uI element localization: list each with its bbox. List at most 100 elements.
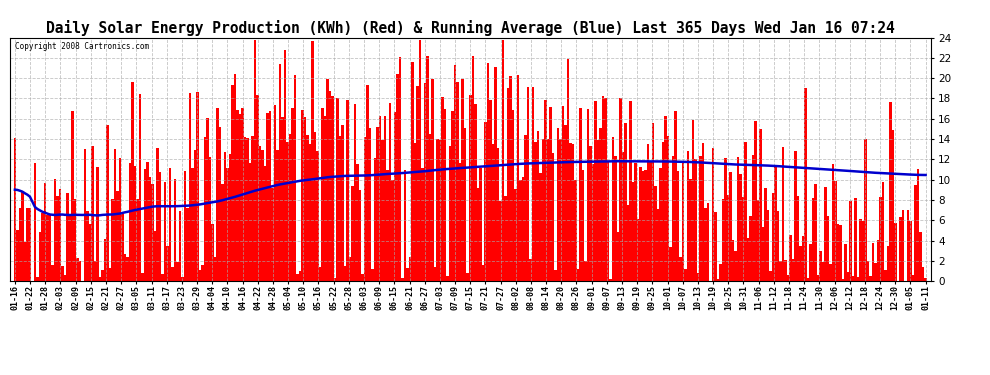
Bar: [266, 112, 269, 281]
Bar: [51, 265, 53, 281]
Bar: [635, 162, 637, 281]
Bar: [94, 261, 96, 281]
Bar: [58, 189, 61, 281]
Bar: [191, 168, 194, 281]
Bar: [434, 267, 437, 281]
Bar: [849, 201, 851, 281]
Bar: [856, 277, 859, 281]
Bar: [291, 108, 294, 281]
Bar: [237, 110, 239, 281]
Bar: [444, 109, 446, 281]
Bar: [121, 214, 124, 281]
Bar: [124, 254, 127, 281]
Bar: [840, 225, 842, 281]
Bar: [47, 215, 49, 281]
Bar: [211, 224, 214, 281]
Bar: [912, 275, 915, 281]
Bar: [707, 203, 709, 281]
Bar: [419, 39, 422, 281]
Bar: [504, 196, 507, 281]
Bar: [224, 152, 227, 281]
Bar: [851, 276, 854, 281]
Bar: [617, 232, 619, 281]
Bar: [825, 188, 827, 281]
Bar: [604, 98, 607, 281]
Bar: [571, 144, 574, 281]
Bar: [232, 85, 234, 281]
Bar: [581, 170, 584, 281]
Bar: [594, 101, 597, 281]
Bar: [346, 100, 348, 281]
Bar: [774, 165, 777, 281]
Bar: [359, 190, 361, 281]
Bar: [627, 205, 629, 281]
Bar: [559, 139, 561, 281]
Bar: [664, 116, 666, 281]
Bar: [422, 168, 424, 281]
Bar: [324, 116, 327, 281]
Bar: [63, 275, 66, 281]
Bar: [649, 161, 651, 281]
Bar: [429, 134, 432, 281]
Bar: [284, 50, 286, 281]
Bar: [389, 104, 391, 281]
Bar: [451, 111, 454, 281]
Bar: [666, 136, 669, 281]
Bar: [502, 39, 504, 281]
Bar: [319, 267, 322, 281]
Bar: [409, 256, 412, 281]
Bar: [153, 231, 156, 281]
Bar: [830, 264, 832, 281]
Bar: [725, 158, 727, 281]
Bar: [142, 273, 144, 281]
Bar: [366, 85, 369, 281]
Bar: [163, 182, 166, 281]
Bar: [134, 166, 137, 281]
Bar: [53, 179, 56, 281]
Bar: [751, 155, 754, 281]
Bar: [446, 276, 449, 281]
Bar: [764, 188, 766, 281]
Bar: [679, 257, 682, 281]
Bar: [314, 132, 317, 281]
Bar: [261, 150, 264, 281]
Bar: [869, 276, 872, 281]
Bar: [334, 278, 337, 281]
Bar: [651, 123, 654, 281]
Bar: [329, 91, 332, 281]
Bar: [148, 177, 151, 281]
Bar: [151, 184, 153, 281]
Bar: [546, 140, 549, 281]
Bar: [437, 139, 439, 281]
Bar: [432, 79, 434, 281]
Bar: [294, 75, 296, 281]
Bar: [612, 137, 614, 281]
Bar: [24, 242, 26, 281]
Bar: [784, 260, 787, 281]
Bar: [322, 108, 324, 281]
Bar: [91, 146, 94, 281]
Bar: [592, 164, 594, 281]
Bar: [614, 156, 617, 281]
Bar: [837, 224, 840, 281]
Bar: [694, 159, 697, 281]
Bar: [584, 261, 587, 281]
Bar: [391, 180, 394, 281]
Bar: [361, 274, 364, 281]
Bar: [356, 164, 359, 281]
Bar: [864, 139, 867, 281]
Bar: [306, 135, 309, 281]
Bar: [168, 168, 171, 281]
Bar: [461, 79, 464, 281]
Bar: [196, 92, 199, 281]
Bar: [427, 57, 429, 281]
Bar: [772, 193, 774, 281]
Bar: [807, 278, 809, 281]
Bar: [717, 279, 719, 281]
Bar: [509, 76, 512, 281]
Bar: [209, 157, 211, 281]
Bar: [802, 236, 804, 281]
Bar: [859, 219, 862, 281]
Bar: [417, 86, 419, 281]
Bar: [176, 262, 179, 281]
